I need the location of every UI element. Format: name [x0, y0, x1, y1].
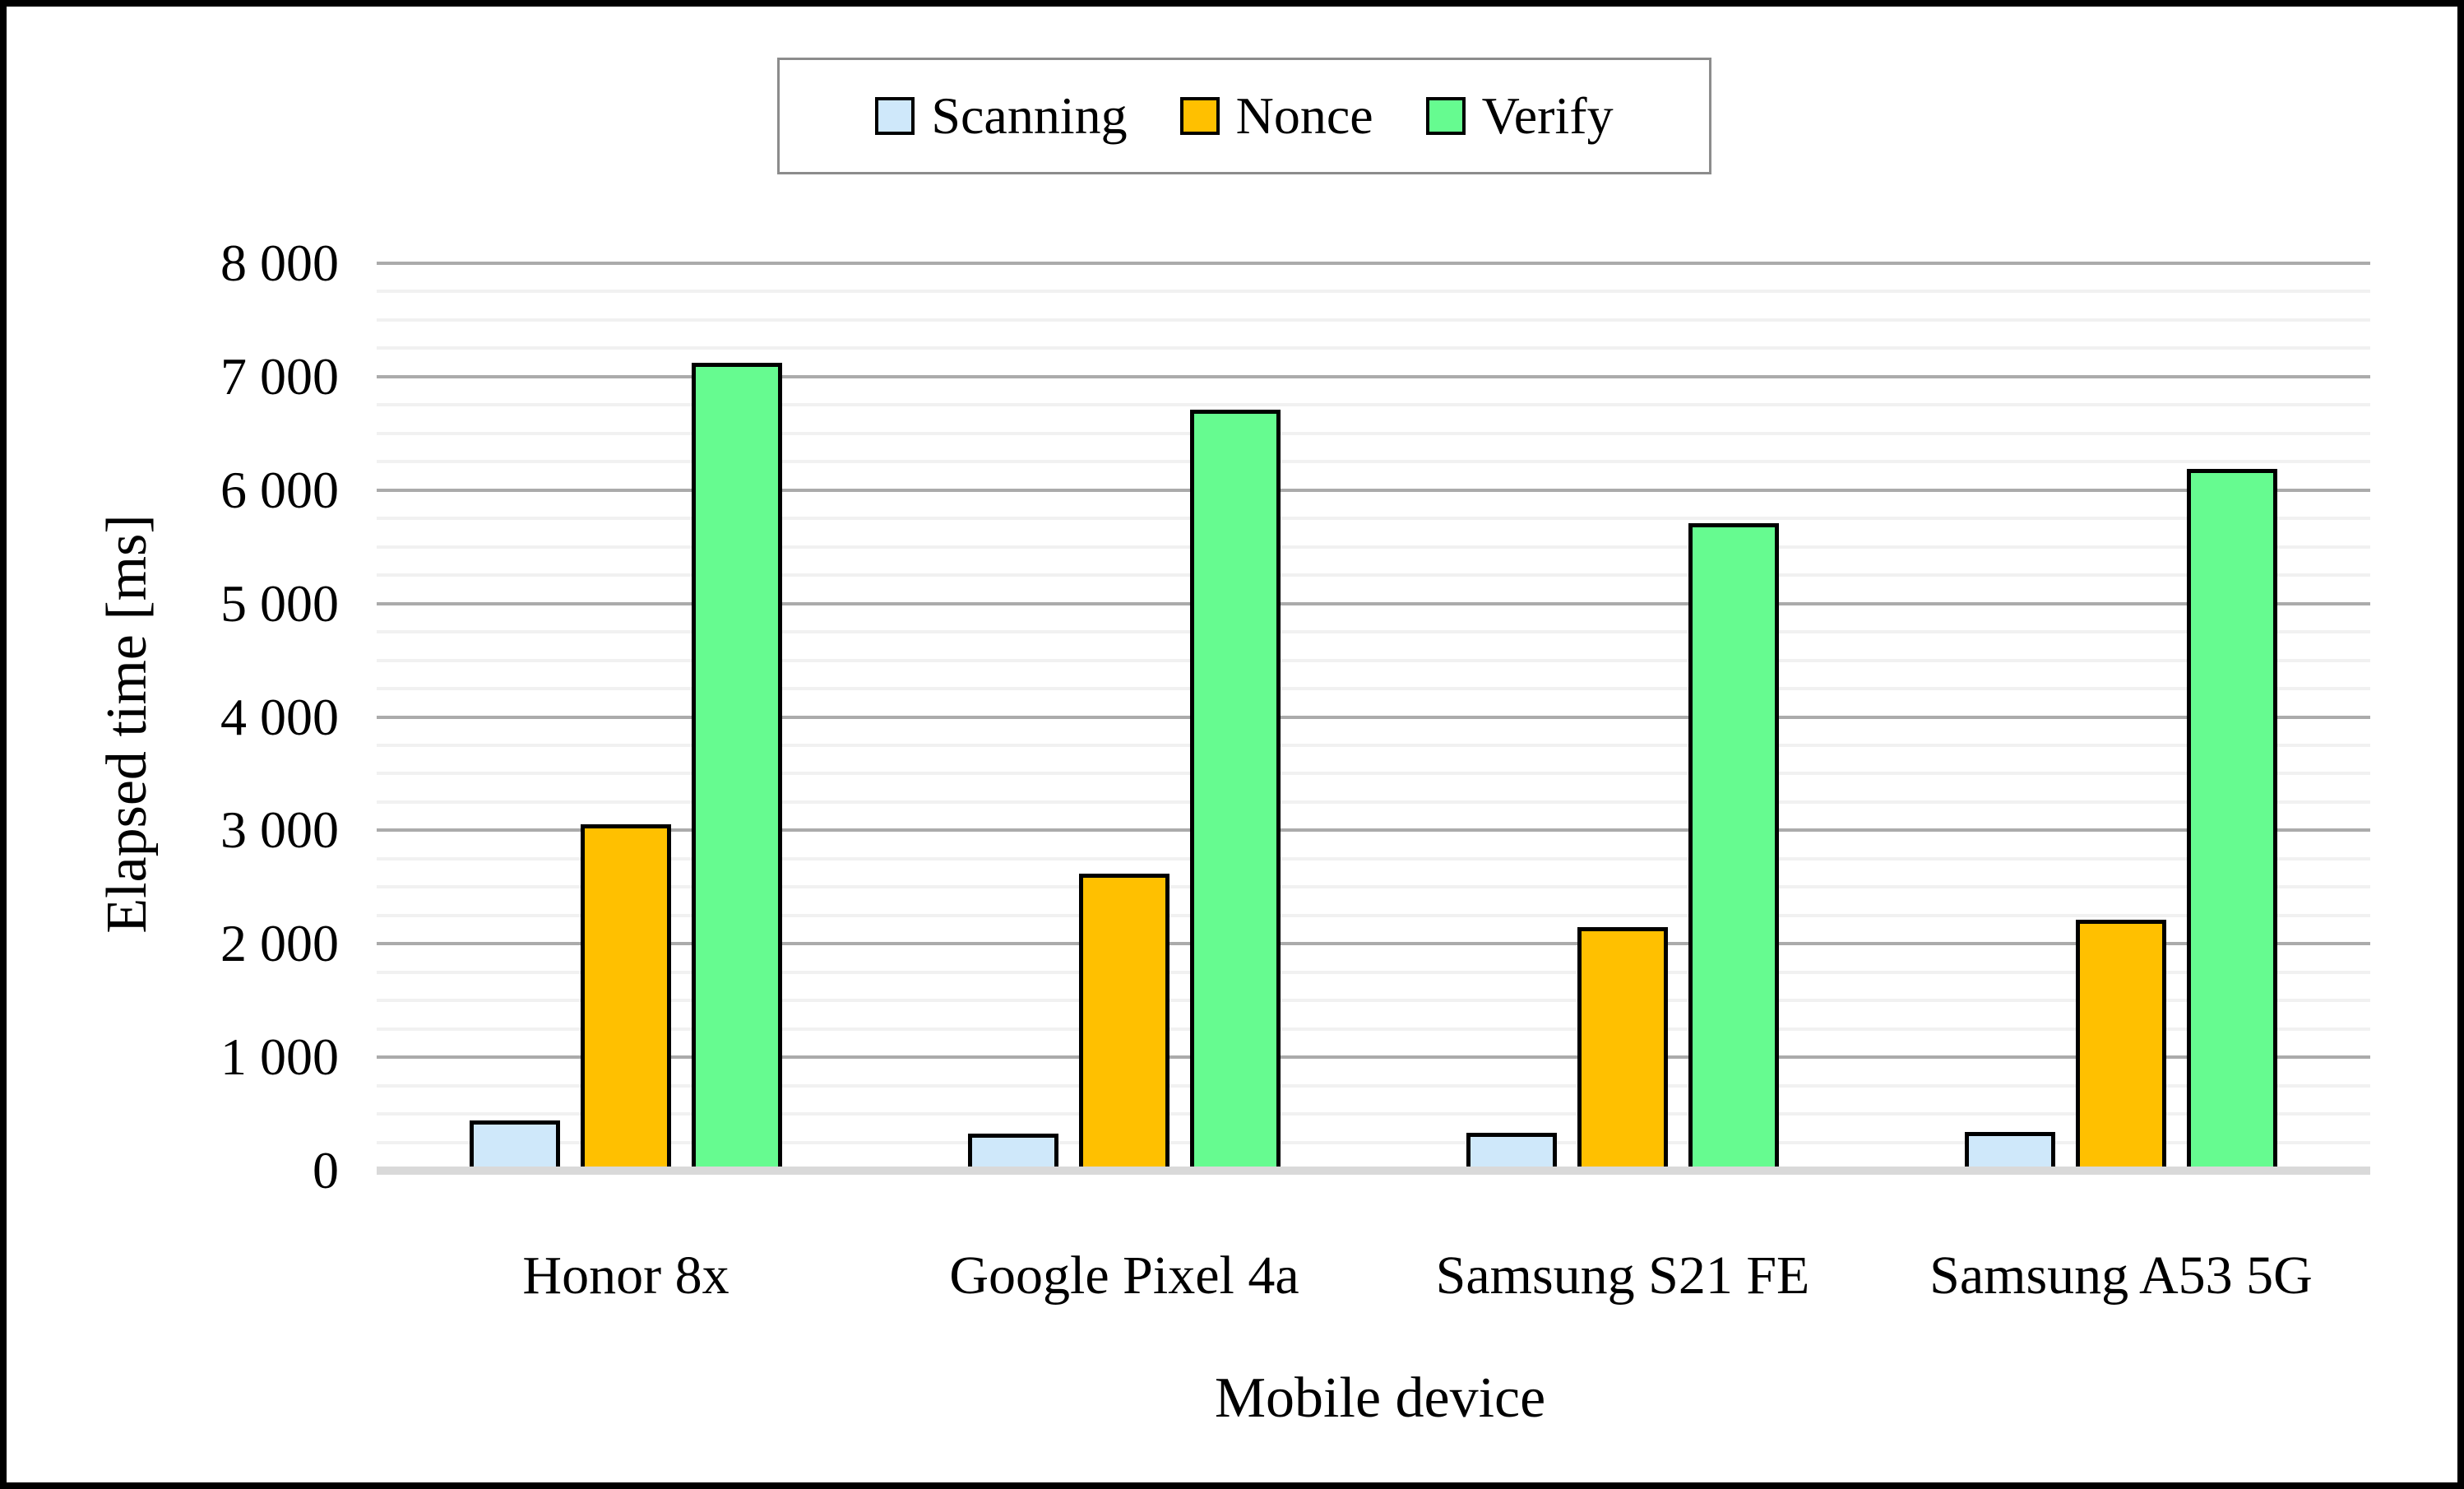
bar-scanning-2: [968, 1134, 1058, 1171]
minor-gridline: [377, 630, 2370, 634]
bar-nonce-1: [581, 824, 671, 1171]
minor-gridline: [377, 573, 2370, 578]
minor-gridline: [377, 431, 2370, 435]
minor-gridline: [377, 545, 2370, 549]
minor-gridline: [377, 1112, 2370, 1116]
scanning-swatch-icon: [875, 97, 915, 135]
minor-gridline: [377, 856, 2370, 860]
legend: Scanning Nonce Verify: [777, 58, 1711, 174]
major-gridline: [377, 488, 2370, 492]
major-gridline: [377, 601, 2370, 605]
major-gridline: [377, 715, 2370, 719]
minor-gridline: [377, 318, 2370, 322]
x-category-label: Google Pixel 4a: [949, 1245, 1299, 1306]
bar-nonce-3: [1577, 926, 1668, 1171]
y-tick-label: 0: [313, 1141, 339, 1199]
minor-gridline: [377, 772, 2370, 776]
x-category-label: Samsung A53 5G: [1929, 1245, 2313, 1306]
verify-swatch-icon: [1425, 97, 1466, 135]
x-axis-title: Mobile device: [1214, 1366, 1546, 1430]
nonce-swatch-icon: [1179, 97, 1220, 135]
minor-gridline: [377, 403, 2370, 407]
major-gridline: [377, 262, 2370, 265]
bar-verify-1: [692, 363, 782, 1171]
x-category-label: Samsung S21 FE: [1435, 1245, 1810, 1306]
bar-scanning-3: [1466, 1133, 1557, 1171]
x-category-label: Honor 8x: [522, 1245, 729, 1306]
legend-item-scanning: Scanning: [875, 86, 1128, 146]
minor-gridline: [377, 1027, 2370, 1031]
major-gridline: [377, 828, 2370, 833]
y-tick-label: 3 000: [220, 800, 339, 860]
minor-gridline: [377, 999, 2370, 1003]
minor-gridline: [377, 290, 2370, 294]
minor-gridline: [377, 1140, 2370, 1144]
legend-label-verify: Verify: [1481, 86, 1614, 145]
legend-label-scanning: Scanning: [931, 86, 1128, 145]
legend-item-verify: Verify: [1425, 86, 1614, 146]
major-gridline: [377, 1055, 2370, 1060]
legend-item-nonce: Nonce: [1179, 86, 1373, 146]
bar-nonce-4: [2076, 919, 2166, 1171]
minor-gridline: [377, 687, 2370, 691]
bar-verify-3: [1688, 523, 1779, 1171]
minor-gridline: [377, 885, 2370, 889]
minor-gridline: [377, 346, 2370, 350]
minor-gridline: [377, 658, 2370, 662]
minor-gridline: [377, 970, 2370, 974]
minor-gridline: [377, 460, 2370, 464]
x-axis-baseline: [377, 1167, 2370, 1175]
major-gridline: [377, 374, 2370, 378]
major-gridline: [377, 942, 2370, 946]
minor-gridline: [377, 913, 2370, 917]
y-tick-label: 4 000: [220, 687, 339, 746]
figure-stage: Scanning Nonce Verify Elapsed time [ms] …: [7, 7, 2457, 1482]
y-tick-label: 8 000: [220, 234, 339, 292]
y-tick-label: 1 000: [220, 1027, 339, 1087]
minor-gridline: [377, 800, 2370, 804]
bar-scanning-4: [1965, 1132, 2055, 1171]
legend-label-nonce: Nonce: [1235, 86, 1373, 145]
y-tick-label: 2 000: [220, 914, 339, 973]
bar-verify-4: [2187, 468, 2277, 1171]
minor-gridline: [377, 1083, 2370, 1088]
y-tick-label: 7 000: [220, 346, 339, 406]
y-tick-label: 6 000: [220, 460, 339, 519]
y-tick-label: 5 000: [220, 573, 339, 633]
bar-nonce-2: [1079, 873, 1169, 1171]
bar-scanning-1: [470, 1120, 560, 1171]
bar-verify-2: [1190, 409, 1281, 1171]
minor-gridline: [377, 743, 2370, 747]
minor-gridline: [377, 517, 2370, 521]
